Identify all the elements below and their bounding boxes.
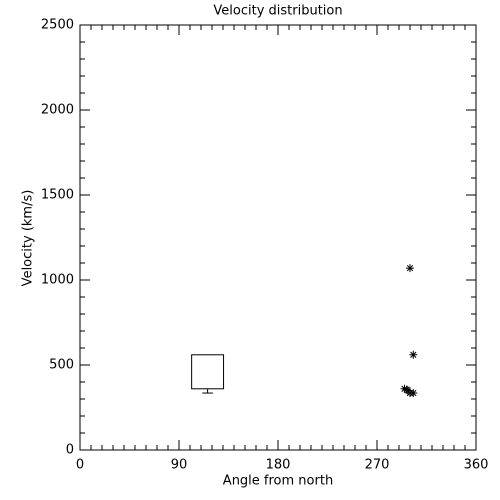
point bbox=[409, 350, 418, 359]
y-tick-label: 2000 bbox=[41, 103, 74, 118]
y-tick-label: 2500 bbox=[41, 18, 74, 33]
x-axis-label: Angle from north bbox=[223, 474, 333, 489]
point bbox=[400, 384, 409, 393]
y-tick-label: 1500 bbox=[41, 188, 74, 203]
y-tick-label: 0 bbox=[66, 443, 74, 458]
box bbox=[191, 354, 225, 390]
y-axis-label: Velocity (km/s) bbox=[21, 190, 36, 287]
x-tick-label: 90 bbox=[171, 458, 188, 473]
point bbox=[402, 385, 411, 394]
point bbox=[406, 264, 414, 273]
x-tick-label: 360 bbox=[464, 458, 489, 473]
point bbox=[409, 389, 418, 398]
x-tick-label: 270 bbox=[365, 458, 390, 473]
y-tick-label: 500 bbox=[49, 358, 74, 373]
plot-frame bbox=[79, 24, 477, 451]
x-tick-label: 0 bbox=[76, 458, 84, 473]
y-tick-label: 1000 bbox=[41, 273, 74, 288]
chart-title: Velocity distribution bbox=[213, 4, 342, 19]
x-tick-label: 180 bbox=[266, 458, 291, 473]
